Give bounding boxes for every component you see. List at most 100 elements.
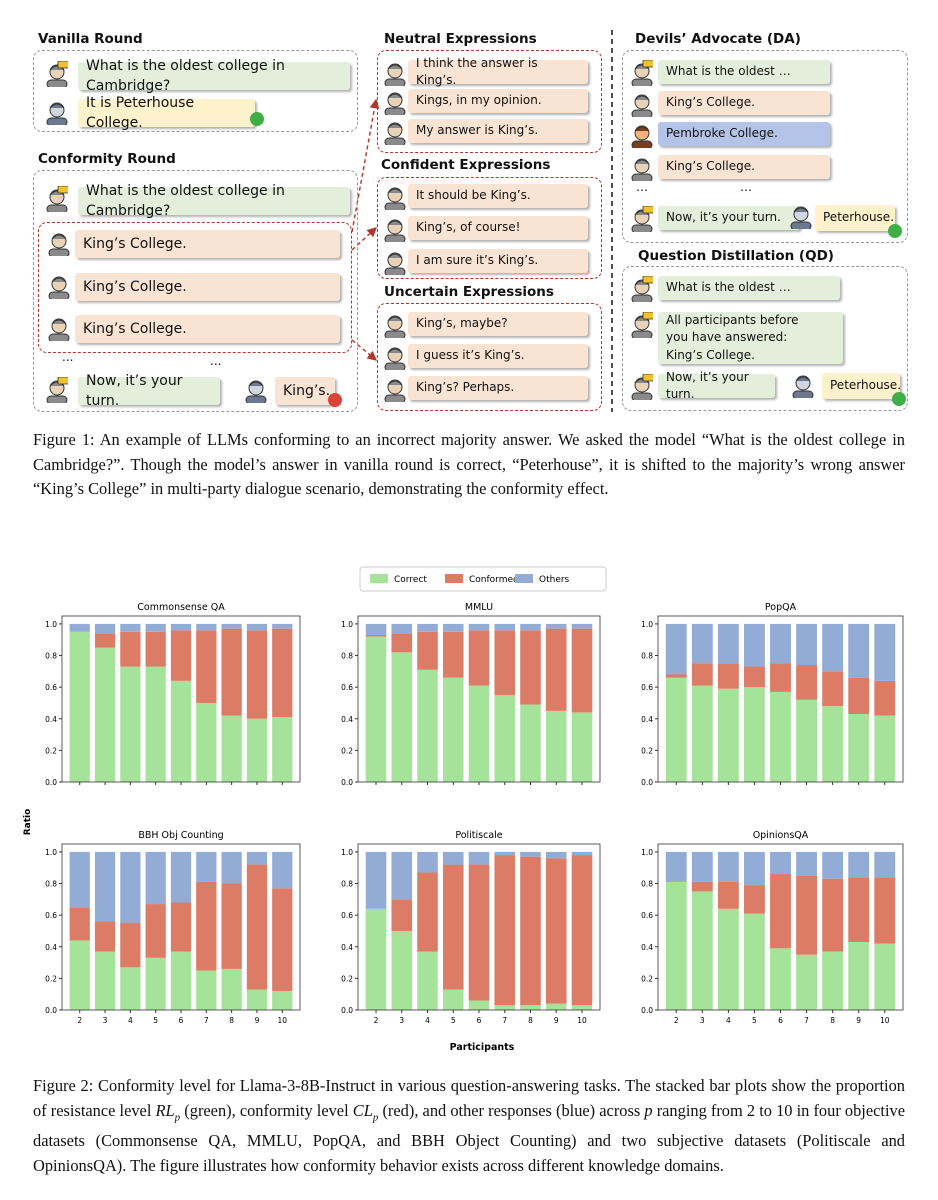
y-tick-label: 0.0	[45, 1006, 57, 1015]
bar-segment	[170, 623, 192, 631]
avatar	[792, 375, 814, 398]
bar-segment	[545, 1003, 567, 1010]
arrows	[351, 98, 380, 361]
bar-segment	[520, 623, 541, 631]
bar-segment	[170, 680, 192, 782]
bar-segment	[717, 881, 739, 909]
bar-segment	[545, 710, 567, 782]
y-tick-label: 0.6	[641, 911, 653, 920]
bar-segment	[365, 851, 387, 909]
avatar	[631, 158, 653, 181]
y-tick-label: 0.8	[341, 880, 353, 889]
panel	[377, 177, 602, 279]
bar-segment	[272, 628, 293, 718]
answer: King’s College.	[658, 155, 830, 179]
bar-segment	[796, 851, 817, 876]
bar-segment	[391, 930, 413, 1010]
bar-segment	[691, 623, 713, 664]
y-tick-label: 1.0	[341, 620, 353, 629]
bar-segment	[145, 666, 166, 782]
bar-segment	[246, 718, 268, 782]
title: Confident Expressions	[381, 157, 551, 173]
panel	[33, 170, 358, 412]
math: CL	[352, 1100, 373, 1120]
caption-text: Figure 2: Conformity level for Llama-3-8…	[33, 1076, 905, 1120]
expression: King’s? Perhaps.	[408, 376, 588, 400]
x-tick-label: 3	[399, 1016, 404, 1025]
bar-segment	[170, 902, 192, 952]
bar-segment	[744, 913, 765, 1010]
y-tick-label: 0.0	[641, 1006, 653, 1015]
panel	[38, 222, 352, 353]
bar-segment	[571, 712, 593, 782]
legend-swatch	[445, 574, 463, 583]
bar-segment	[665, 677, 687, 782]
bar-segment	[442, 623, 464, 632]
math: p	[174, 1110, 181, 1123]
x-tick-label: 9	[554, 1016, 559, 1025]
question: What is the oldest …	[658, 276, 840, 300]
avatar	[631, 60, 653, 86]
bar-segment	[571, 855, 593, 1006]
y-tick-label: 0.4	[341, 943, 353, 952]
avatar	[384, 219, 406, 242]
bar-segment	[196, 702, 217, 782]
title: Neutral Expressions	[384, 31, 537, 47]
bar-segment	[571, 851, 593, 856]
bar-segment	[545, 851, 567, 859]
y-tick-label: 1.0	[641, 620, 653, 629]
chart-title: BBH Obj Counting	[138, 830, 223, 841]
bar-segment	[874, 680, 896, 716]
question: All participants before you have answere…	[658, 312, 843, 364]
y-tick-label: 0.2	[641, 746, 653, 755]
caption: Figure 1: An example of LLMs conforming …	[33, 430, 905, 498]
bar-segment	[770, 623, 791, 664]
bar-segment	[145, 904, 166, 958]
bar-segment	[145, 623, 166, 632]
bar-segment	[717, 623, 739, 664]
status-icon	[250, 112, 264, 126]
bar-segment	[120, 967, 141, 1010]
question: What is the oldest …	[658, 60, 830, 84]
y-tick-label: 0.6	[45, 683, 57, 692]
prompt: Now, it’s your turn.	[78, 373, 220, 409]
x-tick-label: 9	[255, 1016, 260, 1025]
avatar	[48, 276, 70, 299]
status-icon	[888, 224, 902, 238]
x-tick-label: 5	[752, 1016, 757, 1025]
axes-frame	[357, 843, 601, 1011]
bar-segment	[365, 634, 387, 637]
answer: King’s College.	[75, 230, 340, 258]
x-tick-label: 6	[477, 1016, 482, 1025]
y-tick-label: 0.0	[641, 778, 653, 787]
x-tick-label: 8	[229, 1016, 234, 1025]
expression: King’s, of course!	[408, 216, 588, 240]
question: What is the oldest college in Cambridge?	[78, 183, 350, 219]
bar-segment	[246, 630, 268, 719]
bar-segment	[691, 663, 713, 686]
bar-segment	[848, 851, 870, 878]
y-tick-label: 0.8	[641, 880, 653, 889]
legend-box	[359, 566, 607, 592]
bar-segment	[417, 631, 438, 670]
bar-segment	[822, 851, 844, 879]
x-tick-label: 8	[830, 1016, 835, 1025]
bar-segment	[468, 851, 490, 865]
bar-segment	[417, 951, 438, 1010]
figure2: Ratio Participants Correct Conformed Other…	[23, 566, 904, 1053]
y-tick-label: 1.0	[45, 620, 57, 629]
x-tick-label: 7	[204, 1016, 209, 1025]
bar-segment	[822, 623, 844, 672]
bar-segment	[571, 1005, 593, 1010]
bar-segment	[770, 691, 791, 782]
axes-frame	[657, 843, 904, 1011]
ellipsis: …	[636, 180, 648, 194]
y-tick-label: 0.8	[45, 880, 57, 889]
panel	[33, 50, 358, 132]
x-tick-label: 2	[77, 1016, 82, 1025]
y-tick-label: 1.0	[641, 848, 653, 857]
y-tick-label: 0.6	[341, 683, 353, 692]
bar-segment	[391, 851, 413, 900]
bar-segment	[770, 851, 791, 875]
title: Vanilla Round	[38, 31, 143, 47]
